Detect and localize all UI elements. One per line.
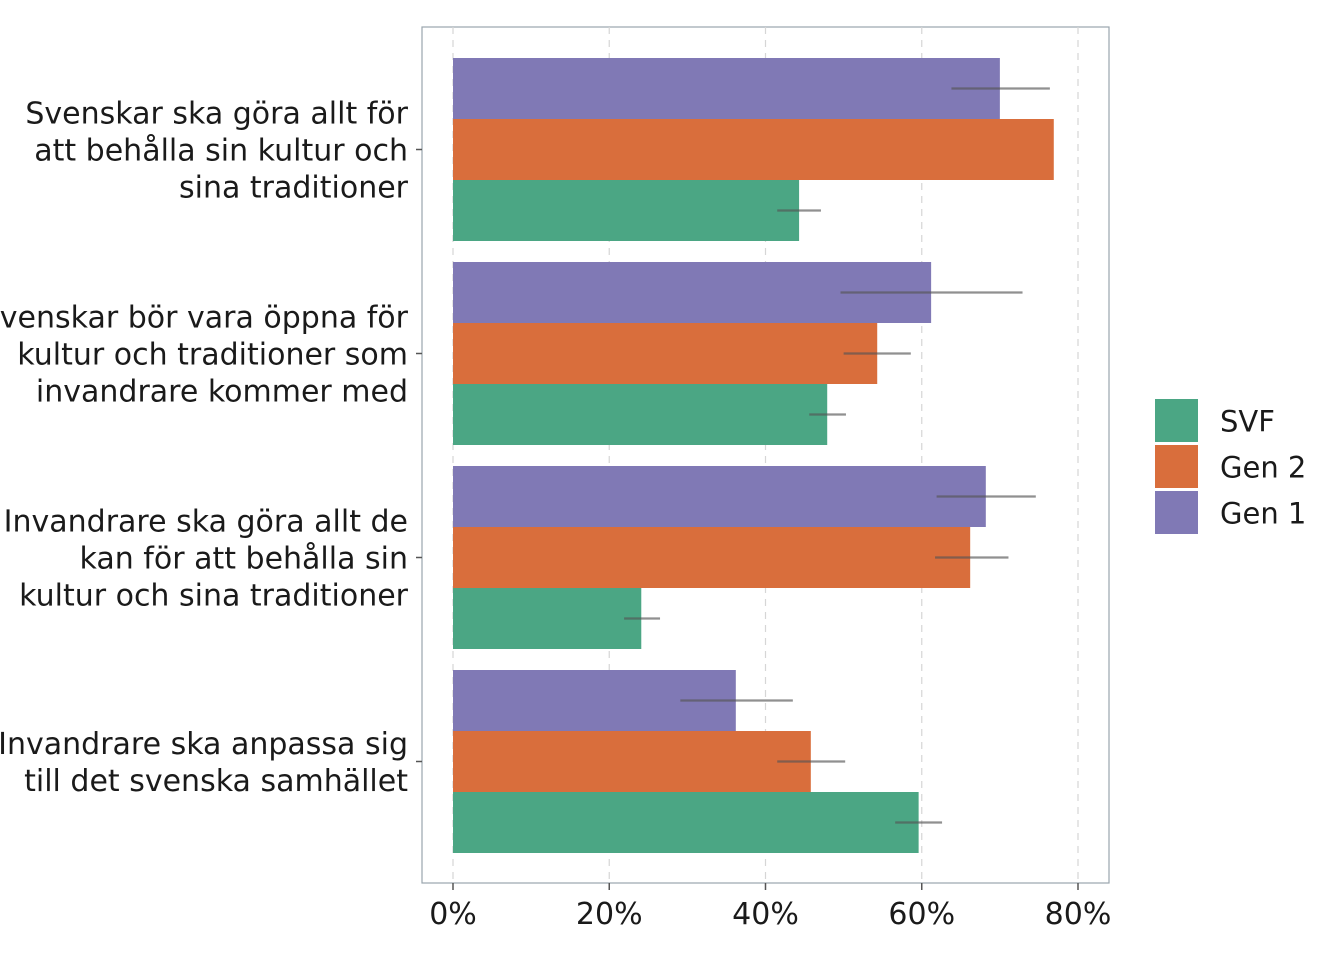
bar-svf [453,792,919,853]
category-label-line: Svenskar ska göra allt för [25,97,408,132]
category-label-line: kan för att behålla sin [80,542,408,577]
legend-label: Gen 2 [1220,451,1306,485]
category-label: Invandrare ska göra allt de kan för att b… [4,505,409,614]
x-tick-label: 20% [576,897,643,932]
legend-label: SVF [1220,405,1275,439]
bar-gen-2 [453,731,811,792]
x-tick-label: 80% [1045,897,1112,932]
bar-gen-2 [453,119,1054,180]
category-label-line: Invandrare ska anpassa sig [0,727,408,762]
x-tick-label: 0% [429,897,477,932]
legend-key-svf [1155,399,1198,442]
legend-key-gen-1 [1155,491,1198,534]
x-tick-label: 40% [732,897,799,932]
bar-gen-2 [453,323,878,384]
x-tick-label: 60% [888,897,955,932]
category-label-line: att behålla sin kultur och [34,134,408,169]
category-label: Invandrare ska anpassa sig till det svens… [0,727,408,799]
legend-label: Gen 1 [1220,497,1306,531]
bar-gen-1 [453,466,986,527]
bar-gen-2 [453,527,971,588]
category-label-line: kultur och traditioner som [17,338,408,373]
legend-key-gen-2 [1155,445,1198,488]
category-label-line: Svenskar bör vara öppna för [0,301,409,336]
bar-svf [453,588,642,649]
bar-svf [453,180,800,241]
category-label: Svenskar bör vara öppna för kultur och tr… [0,301,409,410]
category-label-line: kultur och sina traditioner [19,579,409,614]
category-label: Svenskar ska göra allt för att behålla si… [25,97,408,206]
bar-svf [453,384,828,445]
bar-gen-1 [453,58,1000,119]
category-label-line: Invandrare ska göra allt de [4,505,408,540]
category-label-line: sina traditioner [179,171,409,206]
category-label-line: invandrare kommer med [36,375,408,410]
category-label-line: till det svenska samhället [24,764,408,799]
